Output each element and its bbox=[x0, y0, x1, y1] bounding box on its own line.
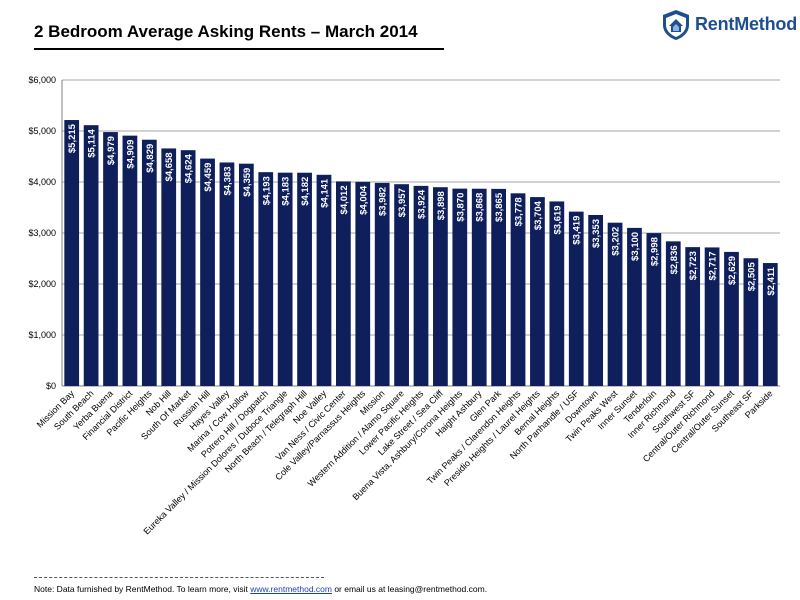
bar bbox=[64, 120, 80, 386]
bar bbox=[277, 172, 293, 386]
bar-value-label: $3,982 bbox=[378, 187, 389, 216]
bar-value-label: $2,411 bbox=[766, 266, 777, 295]
y-tick-label: $1,000 bbox=[28, 330, 56, 340]
bar-value-label: $3,957 bbox=[397, 188, 408, 217]
bar bbox=[122, 135, 138, 386]
y-tick-label: $5,000 bbox=[28, 126, 56, 136]
bar bbox=[180, 150, 196, 386]
bar-value-label: $3,202 bbox=[611, 227, 622, 256]
bar-value-label: $3,898 bbox=[436, 191, 447, 220]
bar bbox=[83, 125, 99, 386]
bar bbox=[588, 214, 604, 386]
bar bbox=[452, 188, 468, 386]
bar-value-label: $4,193 bbox=[261, 176, 272, 205]
logo-text: RentMethod bbox=[695, 14, 797, 34]
bar bbox=[219, 162, 235, 386]
y-tick-label: $0 bbox=[46, 381, 56, 391]
bar-chart: $0 $1,000 $2,000 $3,000 $4,000 $5,000 $6,000 $5… bbox=[28, 75, 780, 536]
bar-value-label: $4,182 bbox=[300, 177, 311, 206]
shield-house-icon bbox=[663, 10, 689, 40]
bar-value-label: $4,909 bbox=[125, 140, 136, 169]
bar-value-label: $4,624 bbox=[184, 153, 195, 183]
bar bbox=[200, 158, 215, 386]
footer-link[interactable]: www.rentmethod.com bbox=[250, 584, 332, 594]
bar bbox=[607, 222, 623, 386]
bar-value-label: $3,868 bbox=[475, 193, 486, 222]
bar-value-label: $4,004 bbox=[358, 185, 369, 215]
bar-value-label: $4,183 bbox=[281, 177, 292, 206]
bar-value-label: $2,717 bbox=[708, 251, 719, 280]
bar bbox=[238, 163, 254, 386]
page-title: 2 Bedroom Average Asking Rents – March 2… bbox=[34, 22, 418, 41]
bar bbox=[316, 174, 332, 386]
bar-value-label: $3,704 bbox=[533, 200, 544, 230]
footer-note: Note: Data furnished by RentMethod. To l… bbox=[34, 584, 487, 594]
bar bbox=[297, 172, 312, 386]
footer-suffix: or email us at leasing@rentmethod.com. bbox=[331, 584, 488, 594]
bar bbox=[685, 247, 701, 386]
bar bbox=[665, 241, 681, 386]
bar-value-label: $4,829 bbox=[145, 144, 156, 173]
bar-value-label: $3,619 bbox=[552, 205, 563, 234]
bar bbox=[413, 185, 429, 386]
bar bbox=[762, 263, 778, 386]
y-tick-label: $6,000 bbox=[28, 75, 56, 85]
bar-value-label: $4,658 bbox=[164, 152, 175, 181]
bar bbox=[103, 132, 118, 386]
bar bbox=[530, 197, 545, 386]
bar-value-label: $4,141 bbox=[319, 178, 330, 208]
bar-value-label: $2,723 bbox=[688, 251, 699, 280]
bar-value-label: $4,979 bbox=[106, 136, 117, 165]
bar-value-label: $3,100 bbox=[630, 232, 641, 261]
bar bbox=[743, 258, 759, 386]
bar-value-label: $3,870 bbox=[455, 193, 466, 222]
y-tick-label: $2,000 bbox=[28, 279, 56, 289]
bar bbox=[374, 182, 390, 386]
bar-value-label: $2,505 bbox=[746, 262, 757, 292]
bar-value-label: $2,629 bbox=[727, 256, 738, 285]
bar bbox=[433, 187, 448, 386]
bar-value-label: $4,459 bbox=[203, 163, 214, 192]
bar bbox=[394, 184, 409, 386]
bar-value-label: $4,012 bbox=[339, 185, 350, 214]
bar-value-label: $3,353 bbox=[591, 219, 602, 248]
bar bbox=[704, 247, 720, 386]
bar-value-label: $3,924 bbox=[417, 189, 428, 219]
bar-value-label: $3,865 bbox=[494, 192, 505, 222]
bar bbox=[549, 201, 565, 386]
bar bbox=[336, 181, 351, 386]
bar-value-label: $3,778 bbox=[514, 197, 525, 226]
bar-value-label: $5,215 bbox=[67, 123, 78, 153]
y-tick-label: $4,000 bbox=[28, 177, 56, 187]
bar bbox=[627, 227, 642, 386]
footer-prefix: Note: Data furnished by RentMethod. To l… bbox=[34, 584, 251, 594]
title-underline bbox=[34, 48, 444, 50]
logo: RentMethod bbox=[660, 8, 797, 42]
footer-divider bbox=[34, 577, 324, 578]
bar-value-label: $2,836 bbox=[669, 245, 680, 274]
bar bbox=[161, 148, 177, 386]
bar bbox=[568, 211, 584, 386]
bar-value-label: $4,383 bbox=[222, 166, 233, 195]
y-tick-label: $3,000 bbox=[28, 228, 56, 238]
bar bbox=[724, 251, 739, 386]
bar-value-label: $5,114 bbox=[87, 128, 98, 157]
bar bbox=[141, 139, 157, 386]
bar bbox=[646, 233, 662, 386]
bar-value-label: $3,419 bbox=[572, 216, 583, 245]
bar bbox=[491, 188, 506, 386]
bar-value-label: $2,998 bbox=[649, 237, 660, 266]
bar-value-label: $4,359 bbox=[242, 168, 253, 197]
bar bbox=[471, 188, 487, 386]
bar bbox=[510, 193, 526, 386]
bar bbox=[355, 181, 371, 386]
bar bbox=[258, 172, 274, 386]
